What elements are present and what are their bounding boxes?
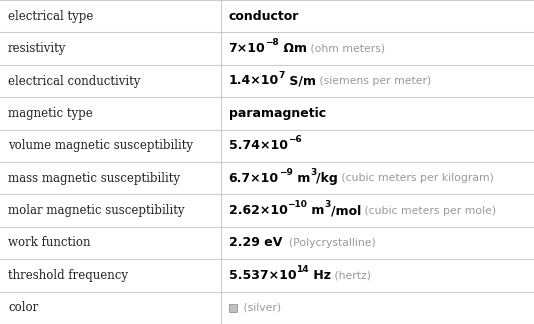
Text: 1.4×10: 1.4×10 — [229, 75, 279, 87]
Text: (hertz): (hertz) — [331, 271, 371, 280]
Text: resistivity: resistivity — [8, 42, 66, 55]
Text: (silver): (silver) — [240, 303, 281, 313]
Text: (cubic meters per kilogram): (cubic meters per kilogram) — [338, 173, 494, 183]
Text: 7: 7 — [279, 71, 285, 80]
Text: color: color — [8, 301, 38, 314]
Bar — [229, 304, 237, 312]
Text: paramagnetic: paramagnetic — [229, 107, 326, 120]
Text: threshold frequency: threshold frequency — [8, 269, 128, 282]
Text: /mol: /mol — [331, 204, 361, 217]
Text: −8: −8 — [265, 38, 279, 47]
Text: 3: 3 — [325, 200, 331, 209]
Text: m: m — [293, 172, 310, 185]
Text: mass magnetic susceptibility: mass magnetic susceptibility — [8, 172, 180, 185]
Text: (Polycrystalline): (Polycrystalline) — [282, 238, 375, 248]
Text: 5.537×10: 5.537×10 — [229, 269, 296, 282]
Text: −10: −10 — [287, 200, 307, 209]
Text: 6.7×10: 6.7×10 — [229, 172, 279, 185]
Text: 2.29 eV: 2.29 eV — [229, 237, 282, 249]
Text: 5.74×10: 5.74×10 — [229, 139, 287, 152]
Text: volume magnetic susceptibility: volume magnetic susceptibility — [8, 139, 193, 152]
Text: −9: −9 — [279, 168, 293, 177]
Text: (ohm meters): (ohm meters) — [307, 44, 385, 53]
Text: molar magnetic susceptibility: molar magnetic susceptibility — [8, 204, 185, 217]
Text: (cubic meters per mole): (cubic meters per mole) — [361, 206, 496, 215]
Text: electrical type: electrical type — [8, 10, 93, 23]
Text: magnetic type: magnetic type — [8, 107, 93, 120]
Text: conductor: conductor — [229, 10, 299, 23]
Text: m: m — [307, 204, 325, 217]
Text: 14: 14 — [296, 265, 309, 274]
Text: (siemens per meter): (siemens per meter) — [316, 76, 431, 86]
Text: work function: work function — [8, 237, 90, 249]
Text: 7×10: 7×10 — [229, 42, 265, 55]
Text: 2.62×10: 2.62×10 — [229, 204, 287, 217]
Text: electrical conductivity: electrical conductivity — [8, 75, 140, 87]
Text: Ωm: Ωm — [279, 42, 307, 55]
Text: −6: −6 — [287, 135, 301, 145]
Text: S/m: S/m — [285, 75, 316, 87]
Text: 3: 3 — [310, 168, 316, 177]
Text: Hz: Hz — [309, 269, 331, 282]
Text: /kg: /kg — [316, 172, 338, 185]
